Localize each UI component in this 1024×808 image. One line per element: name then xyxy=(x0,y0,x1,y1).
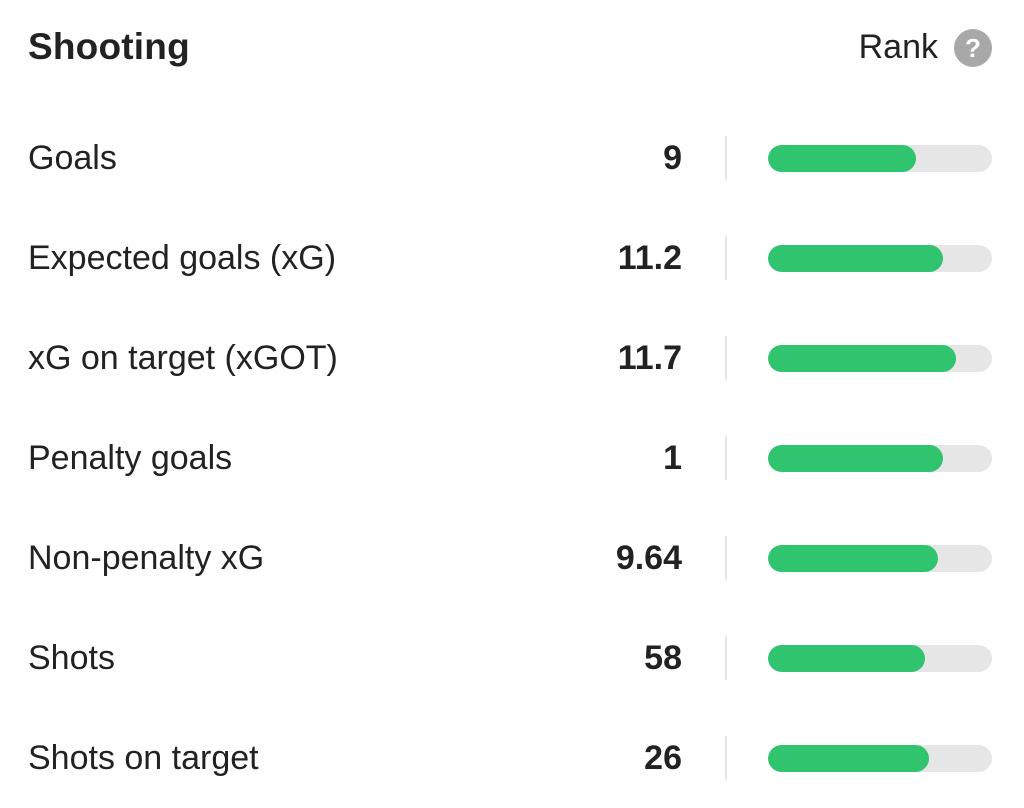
rank-column-header: Rank ? xyxy=(859,28,992,67)
stat-row: xG on target (xGOT) 11.7 xyxy=(0,308,1024,408)
stat-value: 11.7 xyxy=(617,339,682,377)
stat-value: 11.2 xyxy=(617,239,682,277)
stat-row: Penalty goals 1 xyxy=(0,408,1024,508)
column-divider xyxy=(725,536,727,580)
rank-bar-fill xyxy=(768,345,957,372)
rank-bar-fill xyxy=(768,445,943,472)
rank-bar-track xyxy=(768,545,992,572)
column-divider xyxy=(725,636,727,680)
stat-value: 26 xyxy=(644,739,682,777)
stat-label: Penalty goals xyxy=(28,439,233,477)
column-divider xyxy=(725,136,727,180)
rank-bar-track xyxy=(768,145,992,172)
rank-bar-track xyxy=(768,745,992,772)
stat-value: 9.64 xyxy=(615,539,682,577)
column-divider xyxy=(725,436,727,480)
section-header: Shooting Rank ? xyxy=(0,0,1024,100)
rank-label: Rank xyxy=(858,28,938,66)
rank-bar-fill xyxy=(768,645,925,672)
stat-label: Non-penalty xG xyxy=(28,539,265,577)
rank-bar-track xyxy=(768,245,992,272)
stat-row: Expected goals (xG) 11.2 xyxy=(0,208,1024,308)
stat-label: Expected goals (xG) xyxy=(28,239,337,277)
stat-label: Goals xyxy=(28,139,117,177)
column-divider xyxy=(725,736,727,780)
rank-bar-fill xyxy=(768,145,916,172)
stat-row: Non-penalty xG 9.64 xyxy=(0,508,1024,608)
stat-label: Shots on target xyxy=(28,739,259,777)
rank-bar-fill xyxy=(768,245,943,272)
rank-bar-fill xyxy=(768,545,939,572)
rank-bar-fill xyxy=(768,745,930,772)
stat-value: 58 xyxy=(644,639,682,677)
rank-bar-track xyxy=(768,345,992,372)
stat-value: 9 xyxy=(663,139,682,177)
stat-row: Shots 58 xyxy=(0,608,1024,708)
stat-label: xG on target (xGOT) xyxy=(28,339,338,377)
stat-label: Shots xyxy=(28,639,115,677)
stat-value: 1 xyxy=(663,439,682,477)
rank-bar-track xyxy=(768,645,992,672)
column-divider xyxy=(725,336,727,380)
stat-row: Shots on target 26 xyxy=(0,708,1024,808)
stats-list: Goals 9 Expected goals (xG) 11.2 xG on targe… xyxy=(0,108,1024,808)
rank-bar-track xyxy=(768,445,992,472)
section-title: Shooting xyxy=(28,26,190,67)
column-divider xyxy=(725,236,727,280)
stat-row: Goals 9 xyxy=(0,108,1024,208)
question-circle-icon[interactable]: ? xyxy=(954,28,992,67)
